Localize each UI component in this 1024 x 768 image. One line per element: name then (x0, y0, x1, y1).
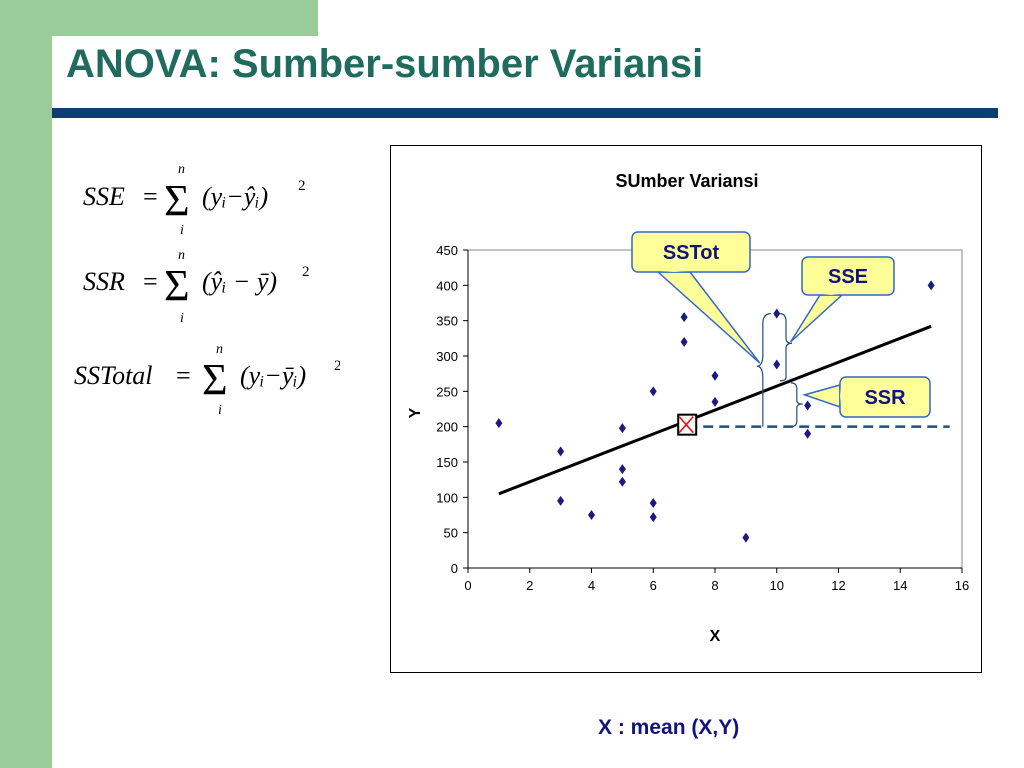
regression-line (498, 324, 932, 496)
callout-sstot-tail (656, 271, 761, 364)
sidebar-top-band (0, 0, 318, 36)
sum-sign: Σ (202, 355, 228, 404)
y-tick-label: 100 (436, 490, 458, 505)
slide-caption: X : mean (X,Y) (598, 716, 740, 739)
data-point (649, 497, 657, 508)
sum-sign: Σ (164, 261, 190, 310)
formula-ssr-lhs: SSR (83, 267, 125, 296)
y-tick-label: 350 (436, 314, 458, 329)
y-tick-label: 150 (436, 455, 458, 470)
sum-lower: i (180, 223, 184, 238)
x-tick-label: 12 (831, 578, 845, 593)
y-tick-label: 200 (436, 420, 458, 435)
data-point (557, 495, 565, 506)
x-tick-label: 6 (650, 578, 657, 593)
data-point (927, 280, 935, 291)
annotations: SSTot SSE SSR (631, 231, 931, 428)
data-point (742, 532, 750, 543)
x-axis-label: X (710, 628, 721, 645)
y-tick-label: 450 (436, 243, 458, 258)
data-point (773, 359, 781, 370)
formula-ssr-power: 2 (302, 264, 310, 280)
sum-sign: Σ (164, 176, 190, 225)
data-point (649, 386, 657, 397)
data-point (680, 336, 688, 347)
callout-sse-label: SSE (828, 266, 868, 288)
y-tick-label: 0 (451, 561, 458, 576)
sidebar-left-band (0, 0, 52, 768)
x-tick-label: 8 (711, 578, 718, 593)
x-tick-label: 10 (770, 578, 784, 593)
x-tick-label: 2 (526, 578, 533, 593)
y-tick-label: 300 (436, 349, 458, 364)
title-underline (52, 108, 998, 118)
sum-lower: i (218, 403, 222, 418)
sstot-bracket (756, 313, 771, 427)
formula-ssr-body: (ŷᵢ − ȳ) (202, 267, 277, 296)
data-point (649, 512, 657, 523)
equals-sign: = (143, 267, 158, 296)
callout-ssr-label: SSR (864, 387, 906, 409)
formula-sstotal-lhs: SSTotal (74, 361, 153, 390)
data-point (618, 423, 626, 434)
data-point (618, 476, 626, 487)
y-tick-label: 400 (436, 278, 458, 293)
equals-sign: = (176, 361, 191, 390)
y-axis-label: Y (407, 407, 424, 418)
data-point (557, 446, 565, 457)
formula-sstotal-body: (yᵢ−ȳᵢ) (240, 361, 306, 390)
slide-title: ANOVA: Sumber-sumber Varian­si (66, 42, 704, 86)
callout-sstot-label: SSTot (663, 242, 720, 264)
callout-sstot-box (631, 231, 751, 273)
callout-sse-box (801, 256, 895, 296)
data-points (495, 280, 950, 543)
data-point (495, 418, 503, 429)
data-point (588, 510, 595, 520)
x-tick-label: 4 (588, 578, 595, 593)
x-tick-label: 16 (955, 578, 969, 593)
formula-sse-body: (yᵢ−ŷᵢ) (202, 182, 268, 211)
data-point (711, 370, 719, 381)
sum-upper: n (216, 342, 223, 357)
x-tick-label: 0 (464, 578, 471, 593)
callout-ssr-box (839, 376, 931, 418)
formula-sse-power: 2 (298, 178, 306, 194)
x-tick-label: 14 (893, 578, 907, 593)
formula-block: SSE = n Σ i (yᵢ−ŷᵢ) 2 SSR = n Σ i (ŷᵢ − … (74, 162, 340, 418)
callout-ssr-tail-mask (840, 386, 841, 406)
data-point (618, 464, 626, 475)
chart-title: SUmber Variansi (615, 171, 758, 191)
data-point (804, 428, 812, 439)
data-point (773, 308, 781, 319)
y-tick-label: 250 (436, 384, 458, 399)
axes: 0 2 4 6 8 10 12 14 16 0 50 100 150 200 250 300 350 400 450 (436, 243, 969, 593)
ssr-brace (790, 382, 803, 428)
equals-sign: = (143, 182, 158, 211)
data-point (711, 396, 719, 407)
data-point (804, 400, 812, 411)
y-tick-label: 50 (444, 526, 458, 541)
formula-sse-lhs: SSE (83, 182, 125, 211)
sum-lower: i (180, 311, 184, 326)
callout-sse-tail (790, 294, 844, 343)
callout-sstot-tail-mask (660, 271, 688, 272)
sse-brace (779, 313, 793, 382)
mean-point-x (678, 416, 694, 434)
scatter-chart: SUmber Variansi 0 2 4 6 8 10 12 14 16 0 50 100 150 20… (407, 171, 969, 645)
slide-corner (52, 36, 132, 116)
callout-sse-tail-mask (822, 294, 840, 295)
sum-upper: n (178, 162, 185, 177)
formula-sstotal-power: 2 (334, 358, 340, 374)
sum-upper: n (178, 248, 185, 263)
data-point (680, 312, 688, 323)
